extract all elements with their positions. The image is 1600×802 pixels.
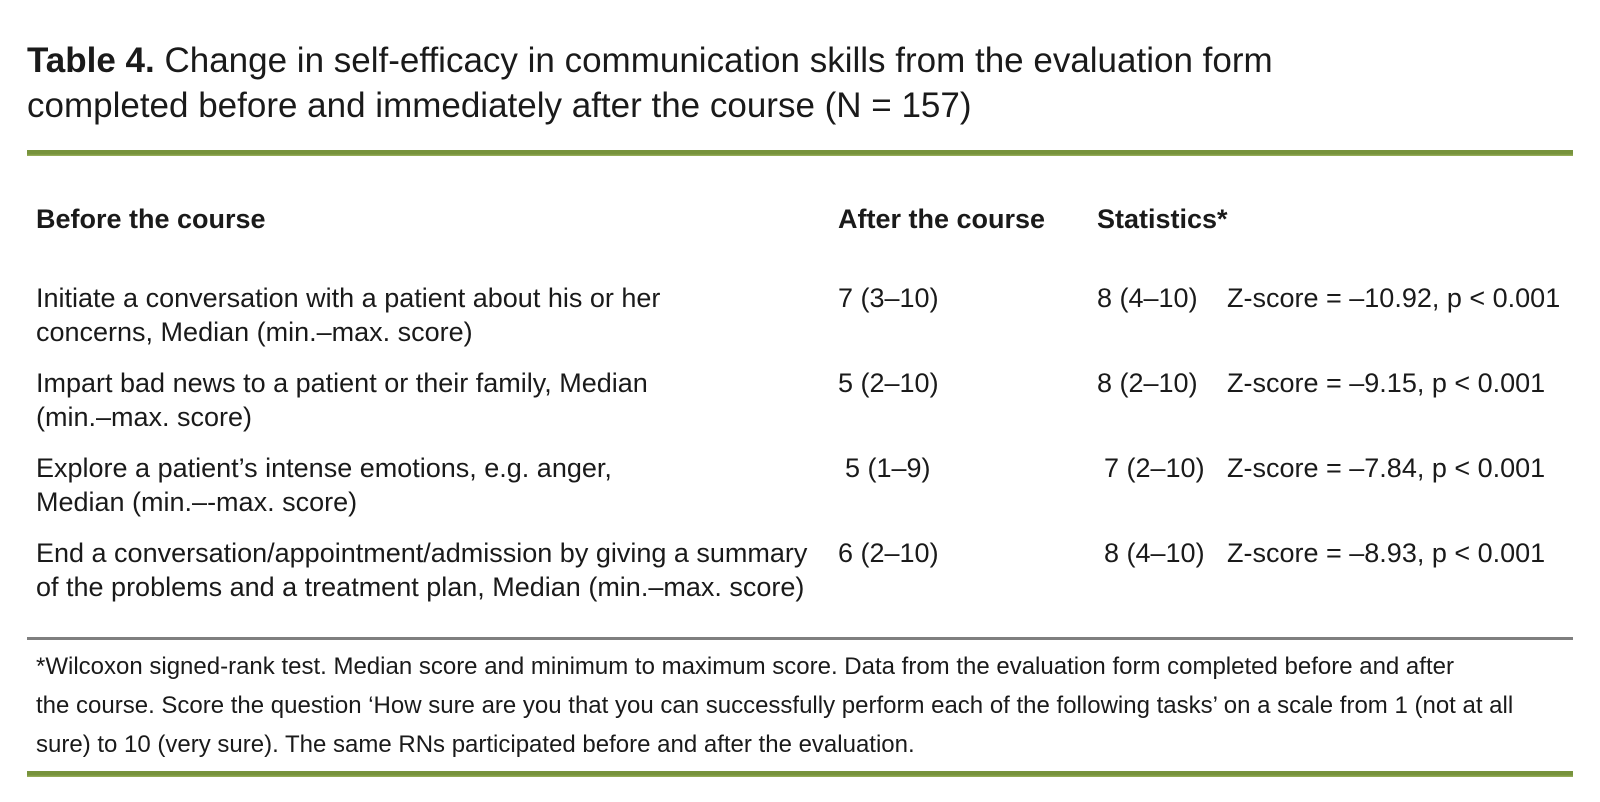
column-header-after: After the course [838, 204, 1046, 234]
footnote-line-2: the course. Score the question ‘How sure… [36, 692, 1514, 719]
table-body: Initiate a conversation with a patient a… [36, 281, 1573, 604]
footnote-divider-rule [27, 637, 1573, 640]
bottom-divider-rule [27, 771, 1573, 777]
caption-line-1: Table 4. Change in self-efficacy in comm… [27, 38, 1573, 83]
task-cell: Explore a patient’s intense emotions, e.… [36, 451, 838, 519]
results-table: Before the course After the course Stati… [27, 202, 1573, 604]
task-line-2: of the problems and a treatment plan, Me… [36, 572, 805, 602]
task-cell: Initiate a conversation with a patient a… [36, 281, 838, 349]
after-value: 8 (4–10) [1097, 283, 1198, 313]
task-line-1: Initiate a conversation with a patient a… [36, 283, 661, 313]
footnote-line-1: *Wilcoxon signed-rank test. Median score… [36, 653, 1454, 680]
statistics-value: Z-score = –10.92, p < 0.001 [1227, 283, 1561, 313]
table-number: Table 4. [27, 41, 155, 80]
task-line-1: Impart bad news to a patient or their fa… [36, 368, 648, 398]
before-value: 5 (1–9) [845, 453, 931, 483]
statistics-value: Z-score = –7.84, p < 0.001 [1227, 453, 1546, 483]
before-value: 6 (2–10) [838, 538, 939, 568]
table-header-row: Before the course After the course Stati… [36, 202, 1573, 236]
after-value: 7 (2–10) [1104, 453, 1205, 483]
task-line-1: End a conversation/appointment/admission… [36, 538, 808, 568]
table-row: Explore a patient’s intense emotions, e.… [36, 451, 1573, 519]
task-line-2: concerns, Median (min.–max. score) [36, 317, 473, 347]
task-cell: End a conversation/appointment/admission… [36, 536, 838, 604]
footnote-line-3: sure) to 10 (very sure). The same RNs pa… [36, 731, 915, 758]
top-divider-rule [27, 150, 1573, 156]
task-cell: Impart bad news to a patient or their fa… [36, 366, 838, 434]
task-line-2: Median (min.–-max. score) [36, 487, 358, 517]
caption-text-line2: completed before and immediately after t… [27, 86, 972, 125]
caption-text-line1: Change in self-efficacy in communication… [164, 41, 1273, 80]
statistics-value: Z-score = –8.93, p < 0.001 [1227, 538, 1546, 568]
table-row: Impart bad news to a patient or their fa… [36, 366, 1573, 434]
after-value: 8 (4–10) [1104, 538, 1205, 568]
before-value: 7 (3–10) [838, 283, 939, 313]
table-footnote: *Wilcoxon signed-rank test. Median score… [27, 647, 1573, 764]
task-line-2: (min.–max. score) [36, 402, 253, 432]
before-value: 5 (2–10) [838, 368, 939, 398]
after-value: 8 (2–10) [1097, 368, 1198, 398]
task-line-1: Explore a patient’s intense emotions, e.… [36, 453, 612, 483]
column-header-before: Before the course [36, 204, 266, 234]
column-header-statistics: Statistics* [1097, 204, 1228, 234]
table-row: Initiate a conversation with a patient a… [36, 281, 1573, 349]
table-row: End a conversation/appointment/admission… [36, 536, 1573, 604]
statistics-value: Z-score = –9.15, p < 0.001 [1227, 368, 1546, 398]
table-caption: Table 4. Change in self-efficacy in comm… [27, 0, 1573, 128]
